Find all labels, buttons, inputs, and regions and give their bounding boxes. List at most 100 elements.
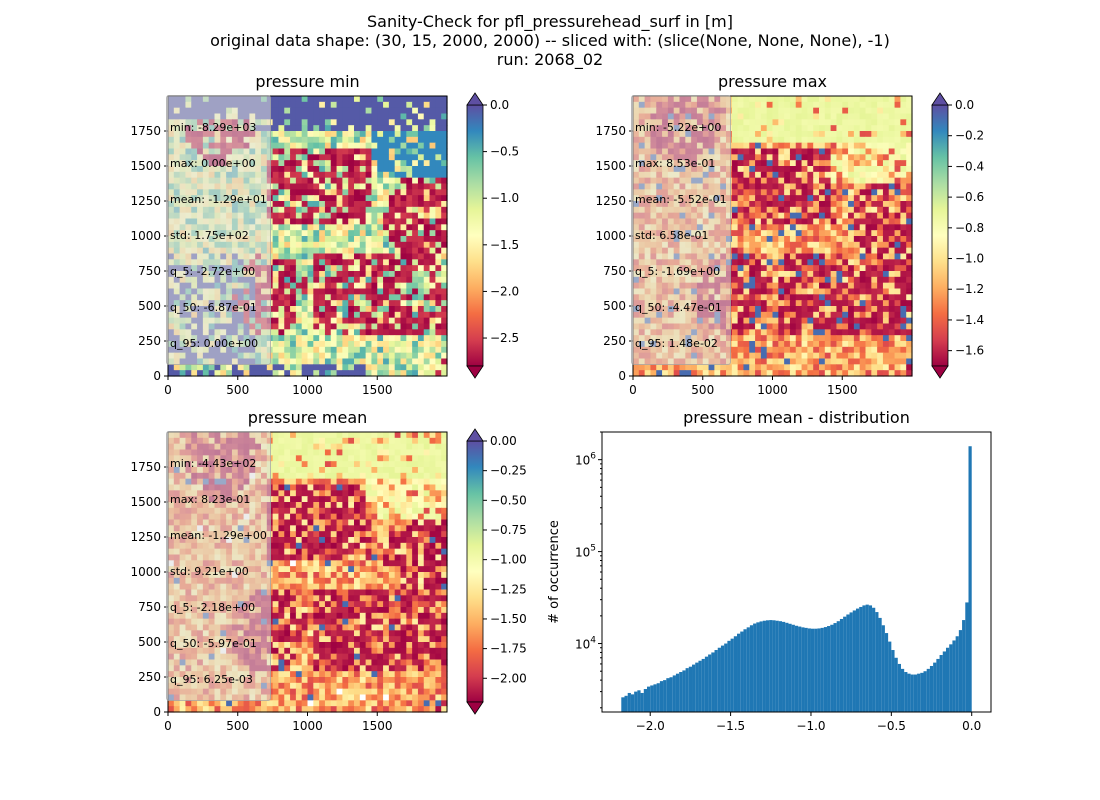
heatmap-cell bbox=[865, 166, 872, 173]
heatmap-cell bbox=[417, 300, 425, 307]
heatmap-cell bbox=[824, 113, 832, 120]
heatmap-cell bbox=[388, 265, 396, 272]
heatmap-cell bbox=[848, 306, 855, 313]
heatmap-cell bbox=[377, 276, 384, 284]
heatmap-cell bbox=[278, 113, 285, 120]
heatmap-cell bbox=[737, 148, 745, 155]
heatmap-cell bbox=[679, 370, 686, 377]
heatmap-cell bbox=[842, 288, 849, 295]
heatmap-cell bbox=[307, 341, 314, 348]
heatmap-cell bbox=[755, 346, 762, 354]
heatmap-cell bbox=[417, 206, 425, 214]
heatmap-cell bbox=[313, 449, 320, 456]
heatmap-cell bbox=[731, 364, 739, 371]
heatmap-cell bbox=[354, 467, 361, 474]
heatmap-cell bbox=[441, 171, 448, 179]
heatmap-cell bbox=[743, 224, 750, 231]
heatmap-cell bbox=[836, 329, 843, 336]
heatmap-cell bbox=[865, 125, 872, 132]
heatmap-cell bbox=[795, 131, 803, 138]
heatmap-cell bbox=[307, 294, 314, 301]
heatmap-cell bbox=[737, 271, 745, 278]
heatmap-cell bbox=[307, 201, 314, 208]
heatmap-cell bbox=[429, 160, 436, 167]
heatmap-cell bbox=[278, 206, 285, 214]
heatmap-cell bbox=[755, 218, 762, 225]
heatmap-cell bbox=[737, 206, 745, 214]
heatmap-cell bbox=[807, 142, 814, 150]
heatmap-cell bbox=[807, 253, 814, 260]
heatmap-cell bbox=[354, 461, 361, 468]
heatmap-cell bbox=[406, 449, 413, 456]
heatmap-cell bbox=[743, 247, 750, 255]
heatmap-cell bbox=[830, 201, 838, 208]
heatmap-cell bbox=[336, 461, 343, 468]
heatmap-cell bbox=[342, 101, 349, 109]
heatmap-cell bbox=[830, 230, 838, 237]
heatmap-cell bbox=[813, 323, 820, 330]
heatmap-cell bbox=[865, 101, 872, 109]
heatmap-cell bbox=[394, 230, 402, 237]
heatmap-cell bbox=[359, 166, 367, 173]
heatmap-cell bbox=[429, 259, 436, 266]
heatmap-cell bbox=[319, 160, 326, 167]
heatmap-cell bbox=[784, 171, 791, 179]
heatmap-cell bbox=[394, 276, 402, 284]
heatmap-cell bbox=[400, 113, 407, 120]
heatmap-cell bbox=[365, 230, 373, 237]
heatmap-cell bbox=[354, 317, 361, 325]
heatmap-cell bbox=[795, 276, 803, 284]
heatmap-cell bbox=[888, 241, 896, 249]
heatmap-cell bbox=[871, 125, 878, 132]
heatmap-cell bbox=[784, 160, 791, 167]
heatmap-cell bbox=[394, 288, 402, 295]
heatmap-cell bbox=[365, 300, 373, 307]
heatmap-cell bbox=[731, 101, 739, 109]
heatmap-cell bbox=[441, 437, 448, 445]
heatmap-cell bbox=[435, 364, 442, 371]
heatmap-cell bbox=[354, 294, 361, 301]
heatmap-cell bbox=[900, 276, 907, 284]
heatmap-cell bbox=[423, 201, 431, 208]
heatmap-cell bbox=[400, 160, 407, 167]
heatmap-cell bbox=[319, 276, 326, 284]
heatmap-cell bbox=[330, 177, 338, 185]
heatmap-cell bbox=[836, 335, 843, 342]
heatmap-cell bbox=[278, 276, 285, 284]
heatmap-cell bbox=[801, 323, 808, 330]
heatmap-cell bbox=[388, 160, 396, 167]
heatmap-cell bbox=[313, 311, 320, 319]
heatmap-cell bbox=[354, 335, 361, 342]
heatmap-cell bbox=[784, 346, 791, 354]
heatmap-cell bbox=[394, 212, 402, 220]
heatmap-cell bbox=[278, 449, 285, 456]
heatmap-cell bbox=[272, 323, 280, 330]
heatmap-cell bbox=[324, 166, 332, 173]
heatmap-cell bbox=[290, 335, 297, 342]
heatmap-cell bbox=[865, 300, 872, 307]
heatmap-cell bbox=[435, 265, 442, 272]
heatmap-cell bbox=[667, 364, 675, 371]
heatmap-cell bbox=[342, 119, 349, 126]
heatmap-cell bbox=[859, 166, 867, 173]
heatmap-cell bbox=[842, 224, 849, 231]
heatmap-cell bbox=[394, 125, 402, 132]
heatmap-cell bbox=[324, 282, 332, 290]
heatmap-cell bbox=[435, 224, 442, 231]
heatmap-cell bbox=[749, 171, 756, 179]
heatmap-cell bbox=[755, 247, 762, 255]
heatmap-cell bbox=[778, 131, 785, 138]
heatmap-cell bbox=[435, 259, 442, 266]
heatmap-cell bbox=[284, 131, 291, 138]
heatmap-cell bbox=[249, 364, 256, 371]
heatmap-cell bbox=[842, 218, 849, 225]
heatmap-cell bbox=[290, 449, 297, 456]
heatmap-cell bbox=[882, 201, 890, 208]
heatmap-cell bbox=[755, 96, 762, 103]
heatmap-cell bbox=[388, 259, 396, 266]
heatmap-cell bbox=[383, 189, 390, 196]
heatmap-cell bbox=[388, 300, 396, 307]
heatmap-cell bbox=[272, 271, 280, 278]
heatmap-cell bbox=[295, 364, 303, 371]
heatmap-cell bbox=[301, 101, 309, 109]
